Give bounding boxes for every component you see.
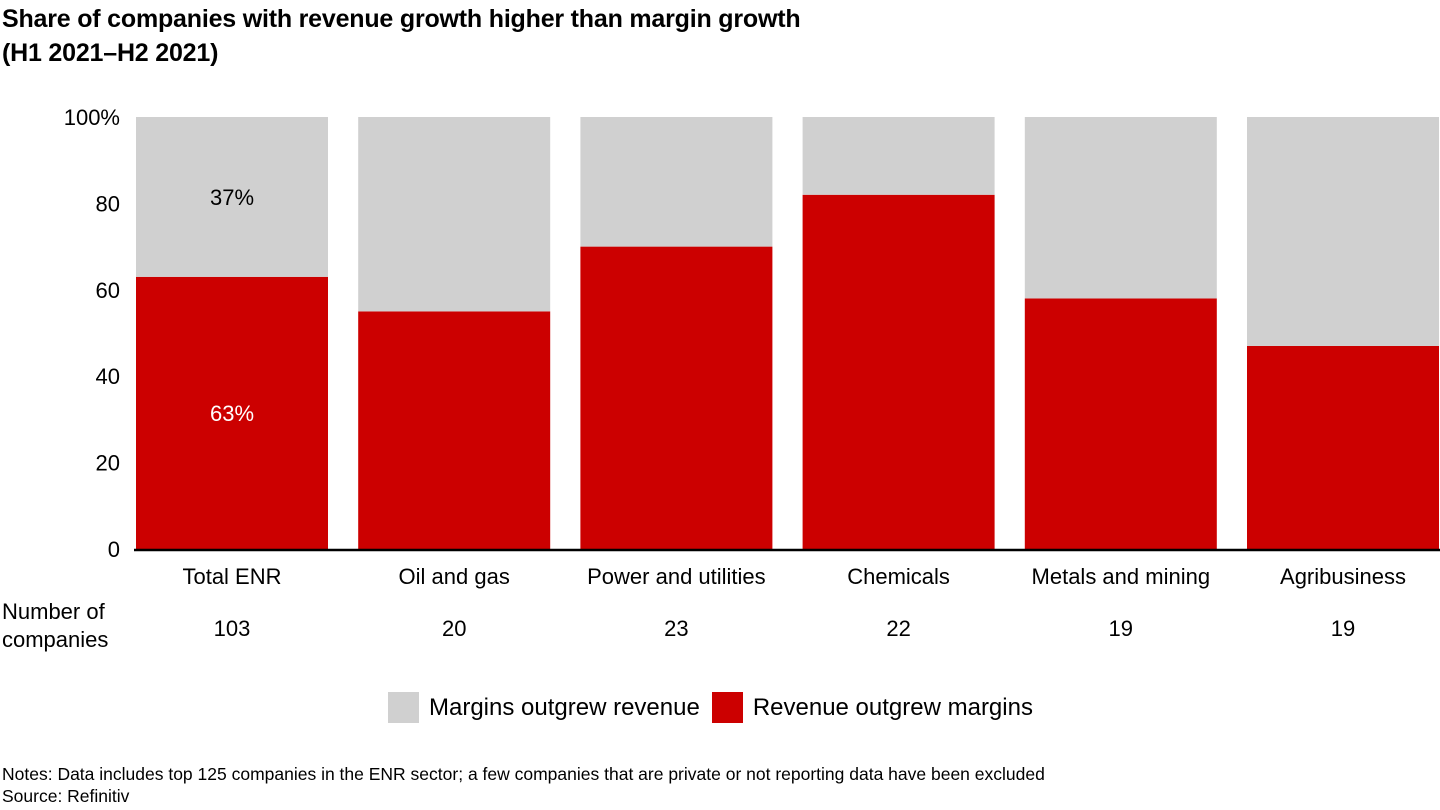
- bar-segment: [802, 117, 995, 195]
- x-tick-label: Oil and gas: [399, 564, 510, 589]
- company-count: 19: [1109, 616, 1133, 641]
- bar-segment: [1024, 117, 1217, 299]
- bar-segment: [358, 311, 551, 549]
- footnotes: Notes: Data includes top 125 companies i…: [2, 763, 1045, 807]
- notes-text: Notes: Data includes top 125 companies i…: [2, 764, 1045, 784]
- data-label-margins: 37%: [210, 185, 254, 210]
- bar-segment: [358, 117, 551, 312]
- legend-label-margins: Margins outgrew revenue: [429, 693, 700, 721]
- legend: Margins outgrew revenue Revenue outgrew …: [388, 692, 1033, 723]
- legend-label-revenue: Revenue outgrew margins: [752, 693, 1033, 721]
- y-tick-label: 40: [96, 364, 120, 389]
- stacked-bar-chart: 0 20 40 60 80 100% Total ENR 103 Oil and gas 20 Po…: [2, 105, 1440, 652]
- bar-segment: [1247, 117, 1439, 346]
- company-count: 22: [886, 616, 910, 641]
- data-label-revenue: 63%: [210, 401, 254, 426]
- bar-segment: [136, 117, 328, 277]
- bar-segment: [1247, 345, 1439, 549]
- company-count: 20: [442, 616, 466, 641]
- legend-swatch-revenue: [711, 692, 743, 723]
- x-tick-label: Power and utilities: [587, 564, 766, 589]
- company-count: 23: [664, 616, 688, 641]
- x-tick-label: Agribusiness: [1280, 564, 1406, 589]
- x-tick-label: Metals and mining: [1032, 564, 1211, 589]
- subtitle-line: (H1 2021–H2 2021): [2, 39, 219, 67]
- x-tick-label: Total ENR: [182, 564, 281, 589]
- row-label-line2: companies: [2, 627, 108, 652]
- bar-segment: [1024, 298, 1217, 549]
- company-count: 103: [214, 616, 251, 641]
- y-tick-label: 80: [96, 191, 120, 216]
- bar-segment: [580, 117, 773, 247]
- y-tick-label: 0: [108, 537, 120, 562]
- bar-segment: [802, 194, 995, 549]
- row-label-line1: Number of: [2, 599, 106, 624]
- legend-swatch-margins: [388, 692, 419, 723]
- y-tick-label: 20: [96, 451, 120, 476]
- bar-segment: [580, 246, 773, 549]
- y-tick-label: 60: [96, 278, 120, 303]
- chart-title: Share of companies with revenue growth h…: [2, 2, 801, 70]
- company-count: 19: [1331, 616, 1355, 641]
- source-text: Source: Refinitiv: [2, 786, 130, 806]
- y-tick-label: 100%: [64, 105, 120, 130]
- bar-segment: [136, 276, 328, 549]
- x-tick-label: Chemicals: [847, 564, 950, 589]
- title-line: Share of companies with revenue growth h…: [2, 5, 801, 33]
